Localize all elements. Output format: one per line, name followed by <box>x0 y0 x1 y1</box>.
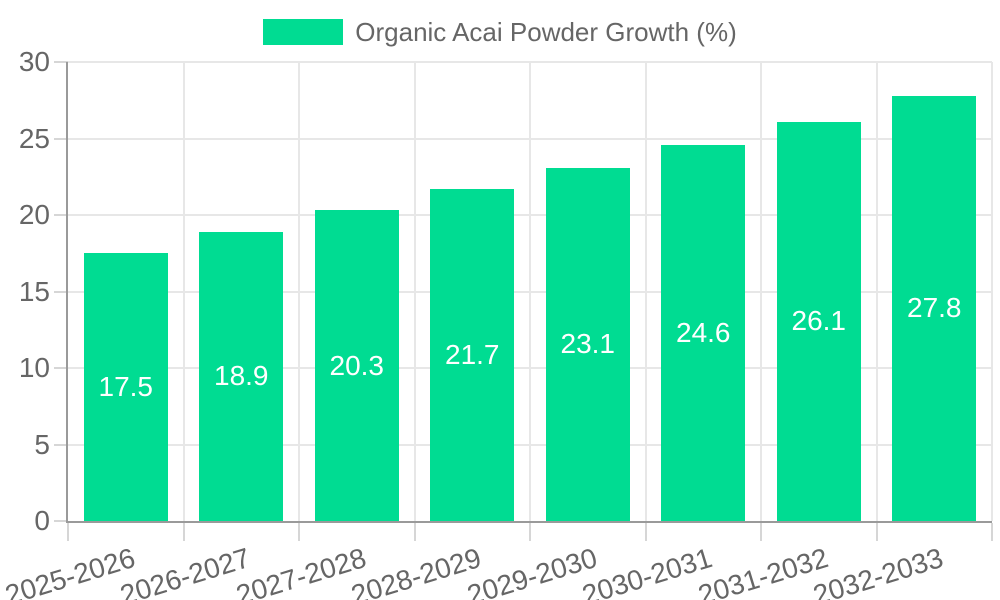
bar-value-label: 27.8 <box>907 292 962 324</box>
bar[interactable]: 18.9 <box>199 231 284 521</box>
y-tick-mark <box>54 443 68 446</box>
y-tick-mark <box>54 290 68 293</box>
y-axis-label: 5 <box>34 428 50 460</box>
gridline-vertical <box>529 62 531 521</box>
x-axis-line <box>66 521 992 523</box>
gridline-vertical <box>875 62 878 521</box>
bar-value-label: 24.6 <box>676 316 731 348</box>
gridline-vertical <box>413 62 416 521</box>
y-tick-mark <box>54 61 68 63</box>
x-tick-mark <box>67 523 69 541</box>
bar[interactable]: 21.7 <box>430 188 515 521</box>
bar-value-label: 26.1 <box>791 305 847 337</box>
legend-swatch <box>263 19 344 45</box>
bar-value-label: 20.3 <box>329 349 385 381</box>
y-axis-label: 0 <box>34 505 50 536</box>
gridline-vertical <box>298 62 300 521</box>
gridline-vertical <box>182 62 185 521</box>
y-axis-label: 30 <box>18 46 50 77</box>
x-axis-label: 2025-2026 <box>1 542 139 600</box>
bar-value-label: 18.9 <box>214 360 269 392</box>
bar[interactable]: 24.6 <box>661 144 746 521</box>
legend-label: Organic Acai Powder Growth (%) <box>355 17 737 47</box>
bar[interactable]: 23.1 <box>545 167 630 521</box>
bar[interactable]: 26.1 <box>776 121 861 521</box>
x-tick-mark <box>529 523 531 541</box>
y-axis-line <box>66 62 68 523</box>
gridline-vertical <box>991 62 993 521</box>
y-axis-label: 20 <box>18 199 50 230</box>
bar[interactable]: 17.5 <box>83 253 168 521</box>
y-tick-mark <box>54 367 68 369</box>
bar-value-label: 23.1 <box>560 328 616 360</box>
y-axis-label: 10 <box>18 352 50 383</box>
bar-value-label: 21.7 <box>445 338 500 370</box>
y-tick-mark <box>54 137 68 140</box>
x-tick-mark <box>413 523 416 541</box>
y-tick-mark <box>54 520 68 522</box>
x-tick-mark <box>298 523 300 541</box>
gridline-vertical <box>644 62 647 521</box>
y-axis-label: 25 <box>18 122 50 154</box>
x-tick-mark <box>644 523 647 541</box>
bar[interactable]: 20.3 <box>314 210 399 521</box>
y-tick-mark <box>54 214 68 216</box>
bar-value-label: 17.5 <box>98 371 154 403</box>
x-tick-mark <box>760 523 762 541</box>
gridline-vertical <box>760 62 762 521</box>
x-tick-mark <box>991 523 993 541</box>
legend-item[interactable]: Organic Acai Powder Growth (%) <box>0 17 1000 47</box>
y-axis-label: 15 <box>18 275 50 307</box>
x-tick-mark <box>875 523 878 541</box>
x-tick-mark <box>182 523 185 541</box>
bar[interactable]: 27.8 <box>892 95 977 521</box>
